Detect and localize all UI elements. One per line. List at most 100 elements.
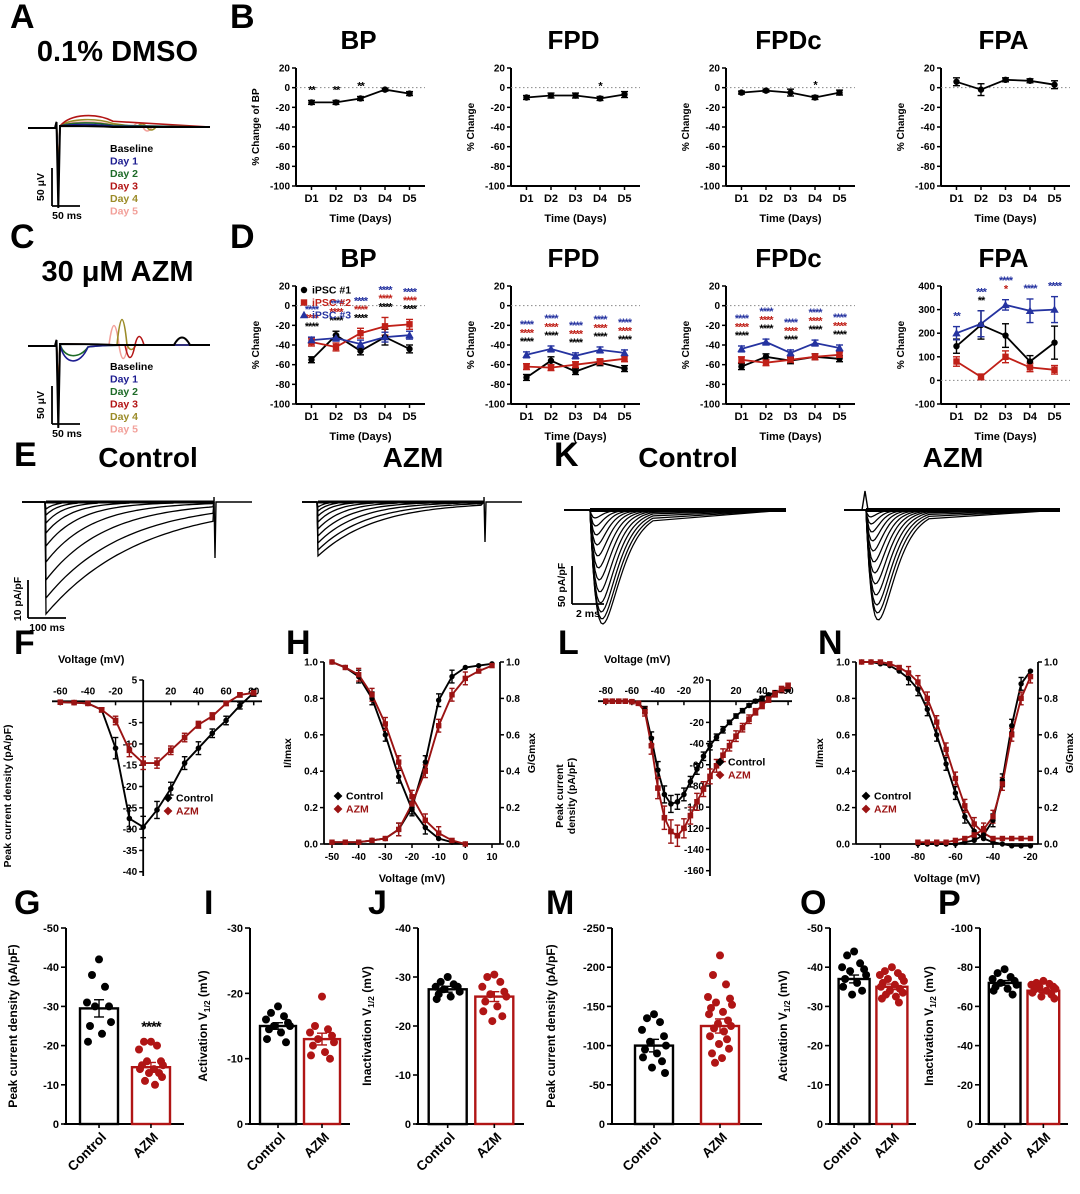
svg-text:200: 200 — [918, 329, 935, 340]
svg-text:100 ms: 100 ms — [29, 622, 65, 634]
svg-text:0: 0 — [405, 1119, 411, 1131]
svg-text:Activation V1/2​ (mV): Activation V1/2​ (mV) — [196, 970, 212, 1081]
svg-text:****: **** — [569, 337, 584, 349]
svg-text:0: 0 — [817, 1119, 823, 1131]
svg-text:-20: -20 — [677, 686, 692, 697]
svg-text:-25: -25 — [123, 803, 138, 814]
svg-text:-5: -5 — [128, 718, 137, 729]
svg-text:Control: Control — [874, 791, 911, 803]
svg-text:***: *** — [976, 286, 988, 298]
svg-text:0: 0 — [929, 376, 935, 387]
svg-text:0.8: 0.8 — [304, 694, 318, 705]
svg-text:****: **** — [329, 298, 344, 310]
svg-text:0: 0 — [499, 83, 505, 94]
svg-text:-40: -40 — [706, 123, 721, 134]
svg-text:D2: D2 — [544, 411, 558, 423]
chart-d-bp: 20 0 -20 -40 -60 -80 -100 D1 D2 D3 D4 D5 Time (Days)… — [248, 274, 433, 449]
svg-text:iPSC #1: iPSC #1 — [312, 285, 351, 297]
svg-text:****: **** — [305, 313, 320, 325]
svg-text:****: **** — [833, 312, 848, 324]
svg-text:Day 1: Day 1 — [110, 156, 138, 168]
svg-text:D3: D3 — [568, 411, 582, 423]
svg-text:-60: -60 — [53, 686, 68, 697]
svg-text:****: **** — [833, 329, 848, 341]
panel-label-h: H — [286, 624, 311, 662]
svg-text:**: ** — [333, 84, 341, 96]
svg-text:-30: -30 — [227, 923, 243, 935]
svg-text:-40: -40 — [395, 923, 411, 935]
svg-text:-20: -20 — [276, 321, 291, 332]
svg-text:****: **** — [378, 284, 393, 296]
svg-text:Control: Control — [820, 1130, 865, 1175]
svg-text:-80: -80 — [276, 380, 291, 391]
svg-text:Day 2: Day 2 — [110, 168, 138, 180]
svg-text:D2: D2 — [544, 193, 558, 205]
svg-text:-100: -100 — [915, 182, 935, 193]
svg-text:1.0: 1.0 — [1044, 658, 1058, 669]
svg-text:D1: D1 — [304, 193, 318, 205]
svg-text:-100: -100 — [485, 182, 505, 193]
svg-text:-80: -80 — [706, 162, 721, 173]
svg-text:****: **** — [544, 321, 559, 333]
svg-text:-20: -20 — [491, 103, 506, 114]
svg-text:50 pA/pF: 50 pA/pF — [556, 562, 568, 607]
svg-text:0: 0 — [284, 301, 290, 312]
svg-text:AZM: AZM — [130, 1130, 161, 1161]
svg-text:Time (Days): Time (Days) — [974, 431, 1036, 443]
svg-text:-20: -20 — [690, 718, 705, 729]
svg-text:-15: -15 — [123, 761, 138, 772]
svg-text:D5: D5 — [1047, 411, 1061, 423]
svg-text:D5: D5 — [617, 193, 631, 205]
svg-text:-140: -140 — [684, 845, 704, 856]
panel-d: BP 20 0 -20 -40 -60 -80 -100 D1 D2 D3 D4 D5 Time (Day… — [248, 244, 1078, 449]
svg-text:Time (Days): Time (Days) — [544, 213, 606, 225]
svg-text:-100: -100 — [870, 852, 890, 863]
svg-text:-100: -100 — [700, 400, 720, 411]
svg-text:-60: -60 — [491, 360, 506, 371]
panel-c-title: 30 μM AZM — [41, 256, 194, 288]
svg-text:D4: D4 — [378, 411, 393, 423]
svg-text:40: 40 — [756, 686, 768, 697]
panel-label-m: M — [546, 884, 575, 922]
svg-text:****: **** — [593, 331, 608, 343]
svg-text:Activation V1/2​ (mV): Activation V1/2​ (mV) — [776, 970, 792, 1081]
svg-text:-80: -80 — [957, 962, 973, 974]
svg-text:-40: -40 — [491, 341, 506, 352]
svg-text:****: **** — [569, 328, 584, 340]
svg-text:-60: -60 — [625, 686, 640, 697]
svg-text:-20: -20 — [123, 782, 138, 793]
svg-text:D1: D1 — [734, 193, 748, 205]
svg-text:20: 20 — [730, 686, 742, 697]
panel-e-azm-title: AZM — [382, 442, 444, 473]
svg-text:0: 0 — [499, 301, 505, 312]
svg-text:Day 4: Day 4 — [110, 193, 138, 205]
svg-text:0.2: 0.2 — [506, 803, 520, 814]
svg-text:300: 300 — [918, 305, 935, 316]
svg-text:density (pA/pF): density (pA/pF) — [566, 758, 578, 834]
svg-text:D3: D3 — [568, 193, 582, 205]
svg-text:D3: D3 — [353, 411, 367, 423]
svg-text:AZM: AZM — [473, 1130, 504, 1161]
panel-label-a: A — [10, 0, 35, 36]
svg-text:% Change: % Change — [466, 320, 477, 369]
panel-label-g: G — [14, 884, 41, 922]
svg-text:% Change of BP: % Change of BP — [251, 88, 262, 166]
svg-text:**: ** — [357, 81, 365, 93]
chart-title: FPD — [547, 25, 600, 55]
svg-text:-10: -10 — [807, 1080, 823, 1092]
svg-text:****: **** — [999, 275, 1014, 287]
svg-text:-60: -60 — [491, 142, 506, 153]
svg-text:0: 0 — [929, 83, 935, 94]
svg-text:-100: -100 — [583, 1041, 605, 1053]
svg-text:0: 0 — [714, 83, 720, 94]
svg-text:% Change: % Change — [681, 320, 692, 369]
svg-text:****: **** — [593, 314, 608, 326]
svg-text:20: 20 — [494, 64, 506, 75]
svg-text:-20: -20 — [276, 103, 291, 114]
panel-label-j: J — [368, 884, 387, 922]
svg-text:D3: D3 — [998, 193, 1012, 205]
svg-text:iPSC #3: iPSC #3 — [312, 310, 351, 322]
svg-text:-100: -100 — [951, 923, 973, 935]
svg-text:****: **** — [759, 315, 774, 327]
